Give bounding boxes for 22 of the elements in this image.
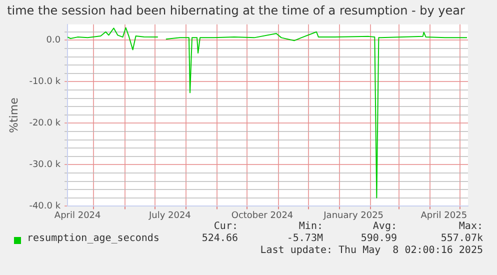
- y-tick-label: -20.0 k: [29, 118, 62, 129]
- x-tick-label: January 2025: [322, 210, 384, 221]
- y-axis-title: %time: [7, 97, 20, 133]
- text: -5.73M: [286, 233, 323, 244]
- y-tick-label: -40.0 k: [29, 202, 62, 212]
- text: Min:: [298, 221, 323, 232]
- text: Cur:: [214, 221, 238, 232]
- text: 524.66: [202, 233, 238, 244]
- chart-title: time the session had been hibernating at the time of a resumption - by year: [7, 3, 465, 18]
- text: Max:: [458, 221, 483, 232]
- text: Avg:: [372, 221, 397, 232]
- x-tick-label: April 2025: [420, 210, 468, 221]
- legend-label: resumption_age_seconds: [27, 233, 160, 244]
- y-tick-label: -10.0 k: [29, 77, 62, 88]
- text: 557.07k: [440, 233, 483, 244]
- y-tick-label: 0.0: [46, 36, 61, 46]
- x-tick-label: October 2024: [231, 210, 294, 221]
- y-tick-label: -30.0 k: [29, 160, 62, 170]
- x-tick-label: April 2024: [54, 210, 102, 221]
- text: 590.99: [360, 233, 397, 244]
- x-tick-label: July 2024: [148, 210, 192, 221]
- text: Last update: Thu May 8 02:00:16 2025: [260, 245, 483, 256]
